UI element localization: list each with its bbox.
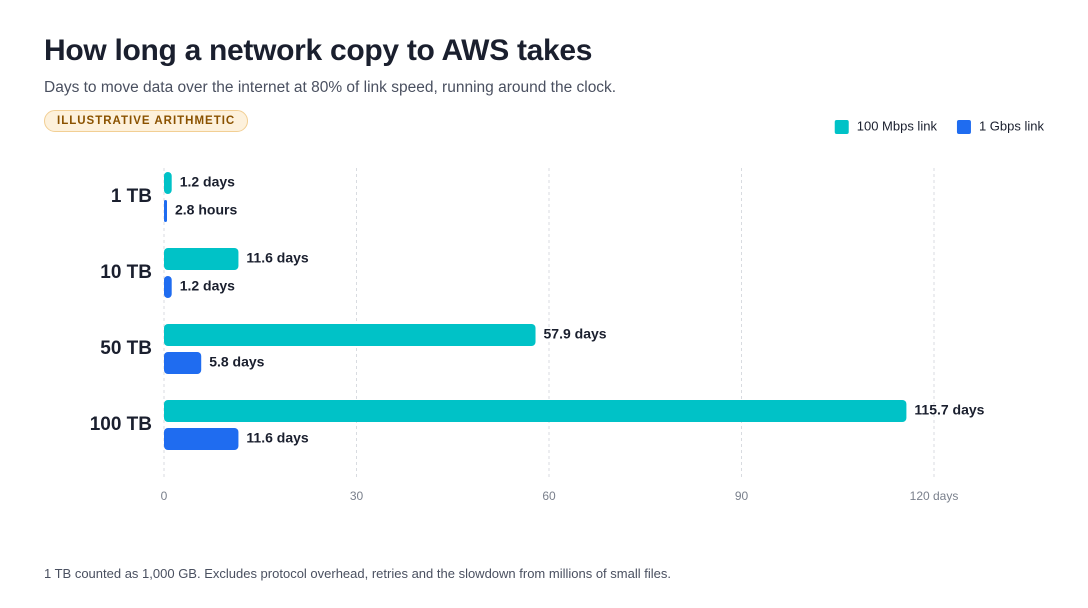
value-label: 11.6 days <box>246 430 308 446</box>
x-tick-label: 60 <box>542 489 556 503</box>
value-label: 11.6 days <box>246 250 308 266</box>
value-label: 1.2 days <box>180 278 235 294</box>
bar <box>164 248 239 270</box>
footnote: 1 TB counted as 1,000 GB. Excludes proto… <box>44 566 671 581</box>
chart-subtitle: Days to move data over the internet at 8… <box>44 79 617 96</box>
x-tick-label: 30 <box>350 489 364 503</box>
value-label: 57.9 days <box>544 326 607 342</box>
x-tick-label: 0 <box>161 489 168 503</box>
chart: 0 30 60 90 120 days 1 TB 1.2 days 2.8 hours 10 T… <box>90 118 1045 503</box>
y-tick-label: 10 TB <box>100 262 152 283</box>
legend-label: 1 Gbps link <box>979 118 1045 133</box>
badge: ILLUSTRATIVE ARITHMETIC <box>44 110 249 132</box>
y-tick-label: 100 TB <box>90 414 152 435</box>
bar <box>164 200 167 222</box>
x-tick-label: 120 days <box>910 489 959 503</box>
bar <box>164 428 239 450</box>
bar <box>164 324 536 346</box>
bar <box>164 400 907 422</box>
value-label: 115.7 days <box>914 402 984 418</box>
bar <box>164 276 172 298</box>
value-label: 5.8 days <box>209 354 264 370</box>
y-tick-label: 1 TB <box>111 186 152 207</box>
bar <box>164 172 172 194</box>
x-tick-label: 90 <box>735 489 749 503</box>
legend-swatch <box>834 120 849 134</box>
legend-swatch <box>956 120 971 134</box>
legend-label: 100 Mbps link <box>857 118 938 133</box>
chart-title: How long a network copy to AWS takes <box>44 34 593 67</box>
value-label: 2.8 hours <box>175 202 237 218</box>
bar <box>164 352 202 374</box>
y-tick-label: 50 TB <box>100 338 152 359</box>
value-label: 1.2 days <box>180 174 235 190</box>
